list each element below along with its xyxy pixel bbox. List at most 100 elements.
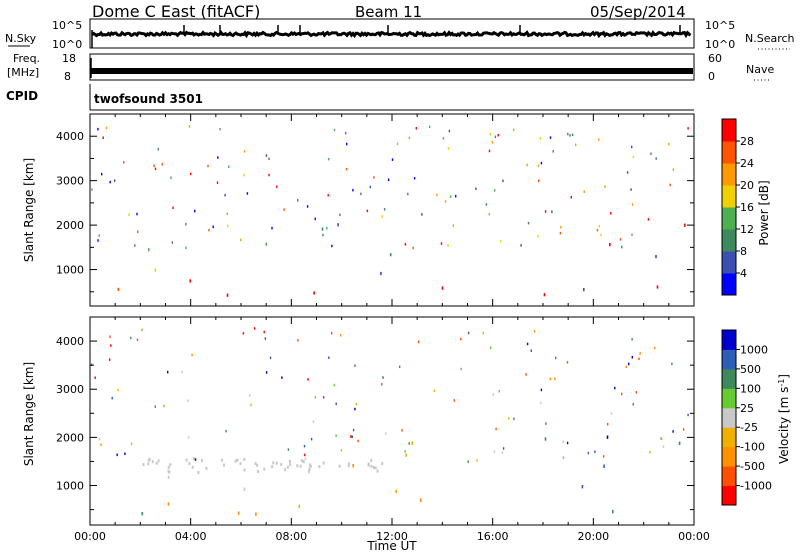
velocity-cell xyxy=(167,465,170,469)
velocity-cell xyxy=(370,458,373,462)
power-cell xyxy=(415,127,417,130)
power-colorbar-tick-label: 20 xyxy=(740,179,754,192)
velocity-cell xyxy=(269,356,272,360)
velocity-colorbar-tick-label: -500 xyxy=(740,460,765,473)
velocity-cell xyxy=(191,353,193,357)
power-cell xyxy=(537,235,539,238)
power-colorbar-tick-label: 12 xyxy=(740,223,754,236)
velocity-cell xyxy=(581,485,584,489)
velocity-cell xyxy=(299,464,302,468)
power-cell xyxy=(246,192,249,195)
beam-label: Beam 11 xyxy=(355,3,422,21)
velocity-cell xyxy=(163,404,165,408)
power-cell xyxy=(684,223,686,227)
velocity-cell xyxy=(381,462,384,465)
velocity-cell xyxy=(243,457,246,461)
power-cell xyxy=(567,132,569,136)
x-tick-label: 08:00 xyxy=(275,530,307,543)
velocity-cell xyxy=(141,512,144,516)
velocity-cell xyxy=(333,383,336,387)
y-tick-label: 3000 xyxy=(56,383,84,396)
y-tick-label: 3000 xyxy=(56,175,84,188)
velocity-cell xyxy=(197,471,200,474)
power-cell xyxy=(600,233,602,237)
power-cell xyxy=(448,129,451,133)
velocity-cell xyxy=(687,413,689,417)
power-cell xyxy=(185,246,187,250)
power-cell xyxy=(491,141,494,144)
velocity-cell xyxy=(404,450,406,453)
velocity-cell xyxy=(385,432,387,435)
power-cell xyxy=(500,239,502,243)
velocity-cell xyxy=(340,334,342,337)
velocity-cell xyxy=(621,392,623,396)
velocity-cell xyxy=(308,467,311,471)
power-colorbar-tick-label: 4 xyxy=(740,267,747,280)
power-cell xyxy=(381,215,383,218)
velocity-cell xyxy=(308,463,311,467)
power-cell xyxy=(604,185,606,188)
velocity-cell xyxy=(495,427,497,431)
power-cell xyxy=(283,208,285,211)
velocity-cell xyxy=(460,337,462,341)
velocity-cell xyxy=(167,370,169,374)
velocity-cell xyxy=(566,441,569,445)
velocity-cell xyxy=(302,460,305,464)
velocity-cell xyxy=(607,423,609,426)
power-cell xyxy=(598,225,600,228)
power-cell xyxy=(346,142,348,146)
velocity-cell xyxy=(526,342,529,346)
noise-right-tick-top: 10^5 xyxy=(705,19,735,32)
velocity-cell xyxy=(419,498,422,502)
power-cell xyxy=(552,150,554,153)
velocity-cell xyxy=(191,465,194,469)
velocity-cell xyxy=(335,434,337,437)
velocity-colorbar-frame xyxy=(721,329,737,506)
power-cell xyxy=(493,189,496,192)
velocity-cell xyxy=(460,367,462,371)
power-cell xyxy=(421,213,423,216)
power-cell xyxy=(185,222,187,226)
velocity-cell xyxy=(142,463,145,466)
power-cell xyxy=(537,164,540,167)
power-cell xyxy=(560,226,562,229)
noise-panel: N.Sky 10^5 10^0 10^5 10^0 N.Search xyxy=(5,18,795,51)
velocity-cell xyxy=(116,453,118,457)
velocity-cell xyxy=(678,441,681,445)
power-cell xyxy=(494,135,497,139)
velocity-cell xyxy=(322,461,325,465)
nave-label: Nave xyxy=(746,63,774,76)
velocity-cell xyxy=(525,373,527,376)
velocity-cell xyxy=(476,459,478,462)
power-cell xyxy=(447,244,449,247)
velocity-cell xyxy=(303,444,306,448)
power-cell xyxy=(105,126,108,130)
velocity-cell xyxy=(263,330,265,334)
x-tick-label: 16:00 xyxy=(477,530,509,543)
velocity-cell xyxy=(682,428,685,431)
power-cell xyxy=(226,293,229,297)
velocity-colorbar-tick-label: -25 xyxy=(740,421,758,434)
power-cell xyxy=(243,150,246,153)
power-cell xyxy=(655,255,657,259)
power-cell xyxy=(488,212,490,216)
noise-sky-label: N.Sky xyxy=(5,32,37,45)
velocity-cell xyxy=(257,470,259,473)
power-cell xyxy=(97,127,99,131)
velocity-cell xyxy=(352,428,355,432)
power-cell xyxy=(208,228,210,232)
velocity-cell xyxy=(298,504,300,509)
velocity-cell xyxy=(253,327,256,330)
velocity-cell xyxy=(331,332,333,335)
power-cell xyxy=(314,217,316,221)
velocity-cell xyxy=(117,388,119,392)
power-colorbar-tick-label: 16 xyxy=(740,201,754,214)
velocity-cell xyxy=(157,459,160,463)
time-axis-label: Time UT xyxy=(366,539,417,553)
velocity-cell xyxy=(307,378,309,381)
y-tick-label: 2000 xyxy=(56,219,84,232)
velocity-cell xyxy=(167,469,170,473)
velocity-cell xyxy=(467,331,470,335)
power-cell xyxy=(271,226,273,230)
velocity-cell xyxy=(672,430,674,433)
